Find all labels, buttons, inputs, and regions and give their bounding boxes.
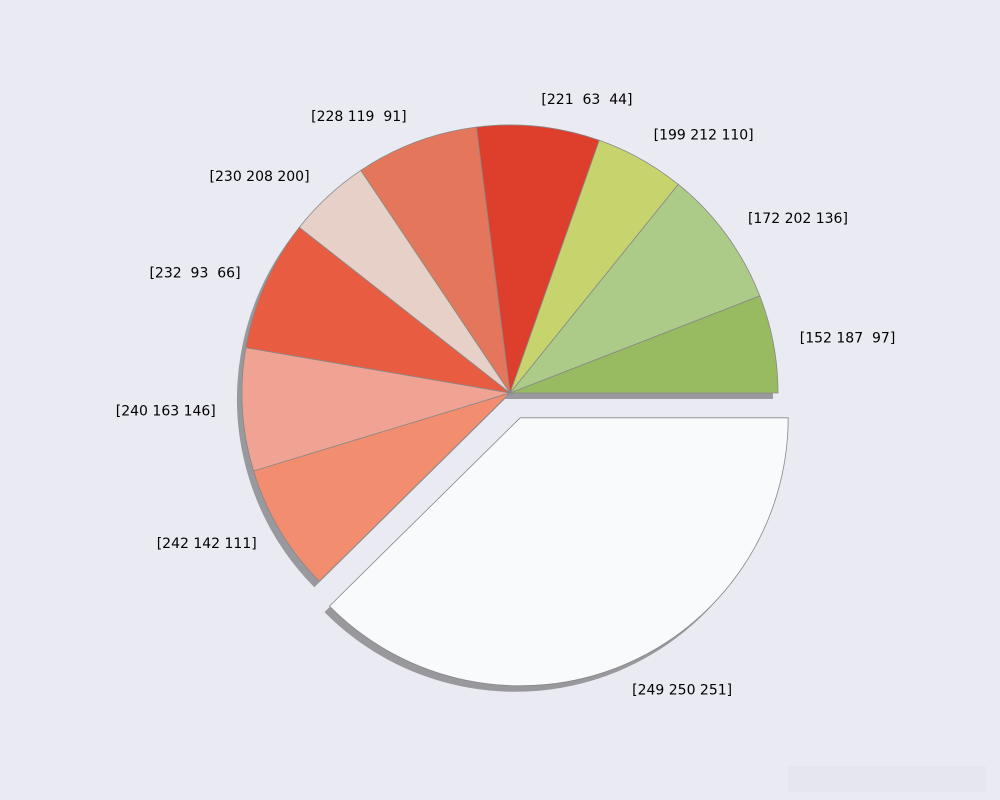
slice-label: [249 250 251] bbox=[632, 683, 732, 699]
slice-label: [172 202 136] bbox=[748, 211, 848, 227]
slice-label: [221 63 44] bbox=[541, 92, 632, 108]
slice-label: [240 163 146] bbox=[116, 404, 216, 420]
slice bbox=[253, 392, 511, 582]
slice bbox=[241, 347, 511, 472]
watermark-box bbox=[788, 766, 986, 792]
slice bbox=[360, 126, 511, 394]
slice-label: [230 208 200] bbox=[210, 169, 310, 185]
slice-label: [152 187 97] bbox=[800, 331, 896, 347]
slice bbox=[508, 183, 761, 394]
slice bbox=[475, 124, 600, 394]
slice-label: [232 93 66] bbox=[149, 265, 240, 281]
slice bbox=[328, 417, 789, 687]
slice-label: [242 142 111] bbox=[157, 536, 257, 552]
slice-label: [199 212 110] bbox=[654, 128, 754, 144]
slice-label: [228 119 91] bbox=[311, 109, 407, 125]
slice bbox=[245, 226, 511, 394]
